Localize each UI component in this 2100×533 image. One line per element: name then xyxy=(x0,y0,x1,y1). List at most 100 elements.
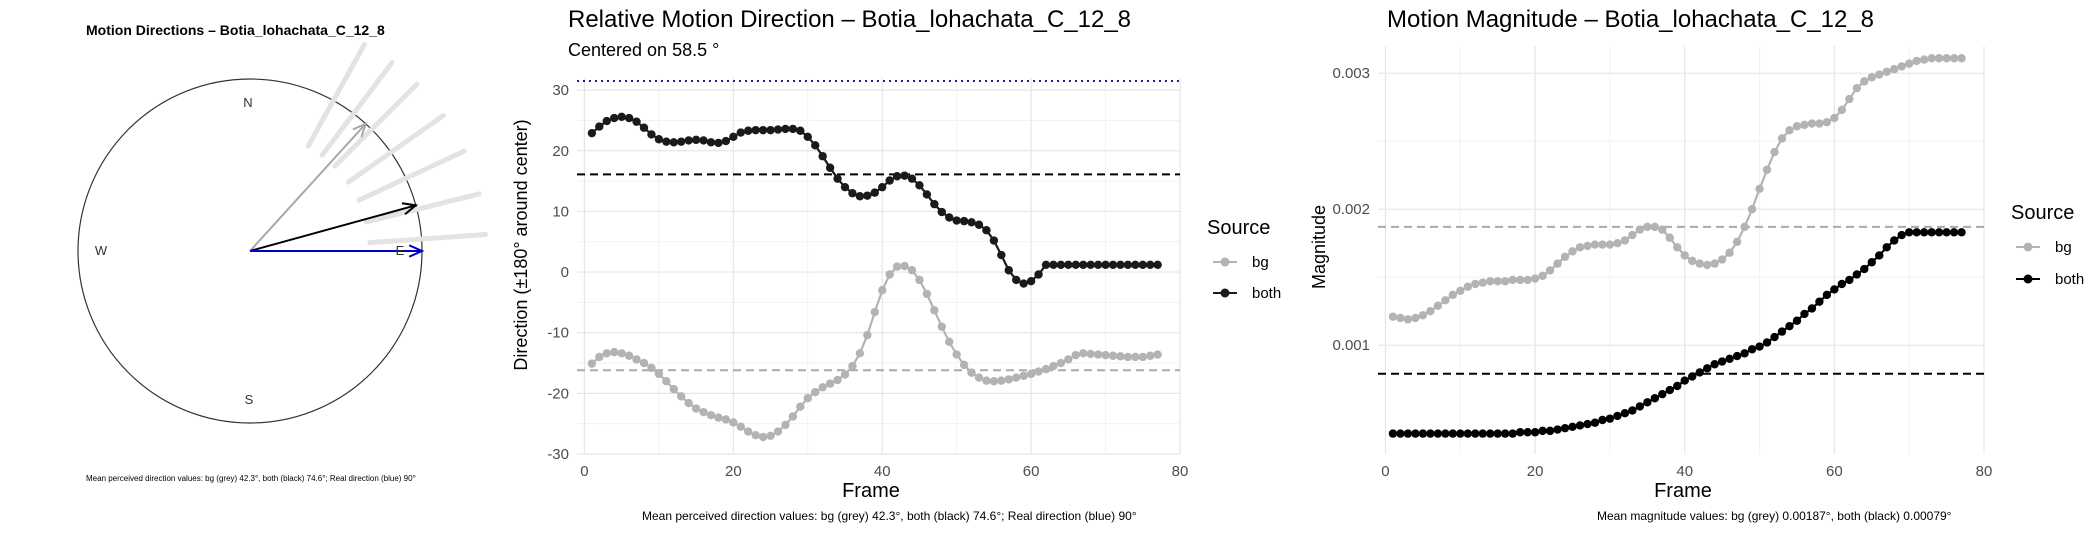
compass-south-label: S xyxy=(245,392,254,407)
direction-series-bg-point xyxy=(878,286,887,295)
direction-series-bg-point xyxy=(1071,350,1080,360)
direction-series-both-point xyxy=(1101,260,1110,269)
magnitude-series-both-point xyxy=(1643,398,1652,407)
magnitude-series-both-point xyxy=(1605,414,1615,423)
direction-series-bg-point xyxy=(1064,355,1073,364)
magnitude-y-tick-label: 0.003 xyxy=(1332,65,1370,82)
direction-series-bg-point xyxy=(1101,350,1110,360)
magnitude-legend-both-marker xyxy=(2023,274,2033,284)
magnitude-series-bg-point xyxy=(1897,62,1906,71)
bg-arrow-head xyxy=(352,121,368,138)
magnitude-series-both-point xyxy=(1747,345,1757,354)
direction-series-both-point xyxy=(1086,260,1095,269)
magnitude-series-bg-point xyxy=(1800,120,1809,130)
direction-series-bg-point xyxy=(624,351,634,360)
direction-series-both-point xyxy=(930,199,939,209)
direction-series-both-point xyxy=(721,136,731,146)
faint-arrow-3 xyxy=(345,113,446,185)
both-arrow-shaft xyxy=(249,204,417,252)
direction-series-both-point xyxy=(654,135,664,144)
magnitude-caption: Mean magnitude values: bg (grey) 0.00187… xyxy=(1597,509,1952,523)
magnitude-series-both-point xyxy=(1688,372,1697,381)
direction-y-tick-label: 10 xyxy=(552,203,569,220)
magnitude-series-bg-point xyxy=(1815,119,1824,128)
compass-panel: Motion Directions – Botia_lohachata_C_12… xyxy=(77,22,488,483)
magnitude-x-tick-label: 60 xyxy=(1826,463,1843,480)
magnitude-legend-title: Source xyxy=(2011,202,2074,224)
magnitude-series-both-point xyxy=(1553,425,1562,434)
compass-west-label: W xyxy=(95,243,108,258)
direction-series-both-point xyxy=(892,172,902,181)
direction-series-bg-point xyxy=(1138,352,1147,362)
direction-series-bg-point xyxy=(915,275,924,285)
direction-series-bg-point xyxy=(1153,350,1162,359)
direction-series-both-point xyxy=(989,236,999,245)
magnitude-series-bg-point xyxy=(1620,236,1630,245)
magnitude-legend-bg-marker xyxy=(2023,242,2033,252)
direction-series-bg-point xyxy=(587,359,597,368)
direction-series-bg-point xyxy=(811,387,820,397)
magnitude-series-both-point xyxy=(1890,236,1899,245)
direction-series-bg-point xyxy=(773,427,783,436)
magnitude-series-both-point xyxy=(1583,419,1592,429)
magnitude-series-bg-point xyxy=(1710,259,1719,268)
direction-series-both-point xyxy=(803,132,812,142)
magnitude-series-both-point xyxy=(1471,429,1480,438)
direction-plot-area: 0 20 40 60 80 -30 -20 -10 0 10 20 30 xyxy=(547,78,1188,480)
direction-series-both-point xyxy=(825,163,835,172)
magnitude-series-bg-point xyxy=(1673,243,1682,252)
magnitude-series-both-point xyxy=(1725,354,1734,363)
magnitude-series-bg-point xyxy=(1665,233,1674,242)
magnitude-series-both-point xyxy=(1426,429,1435,438)
magnitude-series-bg-point xyxy=(1643,222,1652,232)
direction-x-axis-label: Frame xyxy=(842,480,900,502)
direction-y-axis-label: Direction (±180° around center) xyxy=(511,119,531,370)
direction-series-bg-point xyxy=(833,375,842,385)
direction-series-bg-point xyxy=(1108,351,1118,360)
direction-series-bg-point xyxy=(1034,367,1043,376)
direction-series-bg-point xyxy=(982,376,991,385)
direction-series-bg-point xyxy=(870,307,879,317)
direction-legend-both-label: both xyxy=(1252,285,1281,302)
magnitude-series-both-point xyxy=(1934,228,1944,237)
direction-series-bg-point xyxy=(997,376,1006,385)
direction-series-bg-point xyxy=(610,347,619,357)
direction-series-both-point xyxy=(1108,260,1118,269)
direction-series-bg-point xyxy=(706,410,716,420)
direction-series-both-point xyxy=(945,213,954,222)
direction-series-bg-point xyxy=(1056,358,1066,368)
direction-series-bg-point xyxy=(818,383,827,392)
direction-series-both-point xyxy=(758,125,768,135)
magnitude-series-both-point xyxy=(1815,297,1824,306)
direction-series-bg-point xyxy=(803,394,812,403)
direction-series-bg-point xyxy=(1131,352,1140,362)
direction-series-both-point xyxy=(669,138,678,147)
direction-series-bg-point xyxy=(892,262,902,271)
direction-series-bg-point xyxy=(937,322,946,331)
direction-series-bg-point xyxy=(1093,350,1103,359)
magnitude-panel: Motion Magnitude – Botia_lohachata_C_12_… xyxy=(1309,6,2084,523)
direction-series-both-point xyxy=(691,135,701,145)
magnitude-series-both-point xyxy=(1403,429,1413,438)
direction-series-bg-point xyxy=(617,349,626,358)
magnitude-series-bg-point xyxy=(1919,55,1929,64)
direction-legend-both-marker xyxy=(1220,288,1230,298)
magnitude-series-both-point xyxy=(1478,429,1487,438)
direction-series-both-point xyxy=(617,112,626,122)
magnitude-series-both-point xyxy=(1620,409,1630,418)
direction-series-both-point xyxy=(1123,260,1133,269)
direction-series-bg-point xyxy=(930,306,939,315)
magnitude-series-both-point xyxy=(1388,429,1398,438)
direction-series-bg-point xyxy=(1004,375,1013,384)
direction-series-both-point xyxy=(915,181,924,190)
direction-series-bg-point xyxy=(639,358,649,368)
magnitude-series-bg-point xyxy=(1568,247,1577,256)
direction-series-both-point xyxy=(610,113,619,123)
direction-legend-title: Source xyxy=(1207,217,1270,239)
direction-series-both-point xyxy=(1064,260,1073,269)
direction-series-bg-point xyxy=(677,392,686,401)
direction-series-bg-point xyxy=(684,398,693,408)
direction-series-bg-point xyxy=(691,404,701,413)
direction-series-both-point xyxy=(1019,279,1028,288)
magnitude-series-both-point xyxy=(1396,429,1405,438)
